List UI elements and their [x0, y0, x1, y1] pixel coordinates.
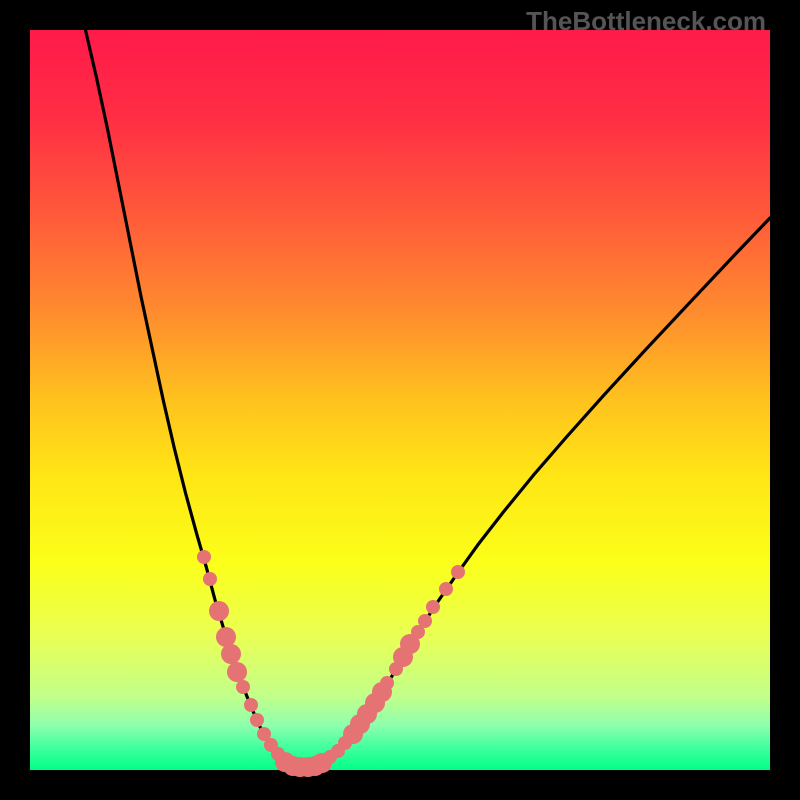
curve-marker — [250, 713, 264, 727]
frame-border-right — [770, 0, 800, 800]
frame-border-left — [0, 0, 30, 800]
curve-marker — [380, 676, 394, 690]
curve-marker — [244, 698, 258, 712]
curve-marker — [197, 550, 211, 564]
curve-marker — [418, 614, 432, 628]
curve-marker — [439, 582, 453, 596]
curve-marker — [411, 625, 425, 639]
frame-border-bottom — [0, 770, 800, 800]
chart-stage: TheBottleneck.com — [0, 0, 800, 800]
curve-marker — [227, 662, 247, 682]
curve-marker — [203, 572, 217, 586]
curve-marker — [426, 600, 440, 614]
watermark-text: TheBottleneck.com — [526, 6, 766, 37]
curve-marker — [236, 680, 250, 694]
curve-marker — [451, 565, 465, 579]
curve-marker — [209, 601, 229, 621]
